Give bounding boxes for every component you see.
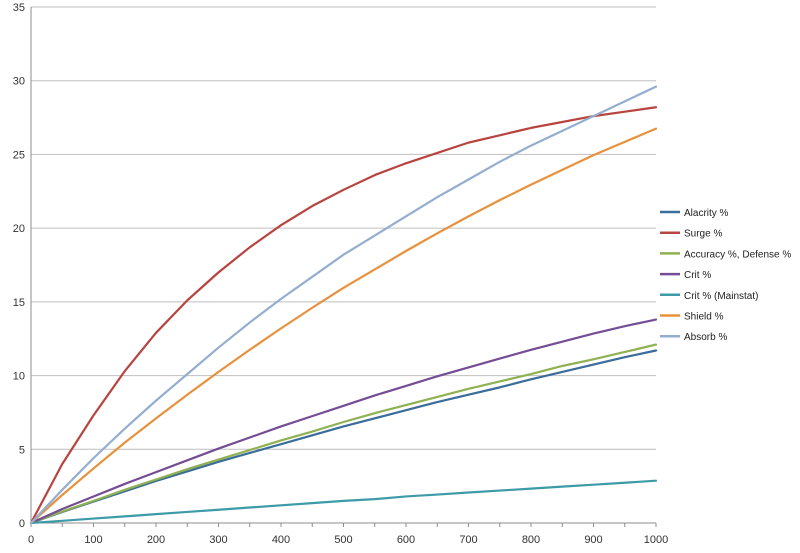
y-tick-label: 25 [13,149,25,161]
legend-label: Shield % [684,312,724,323]
series-line-0 [29,349,658,525]
x-tick-label: 700 [459,534,477,546]
y-tick-label: 30 [13,76,25,88]
x-tick-label: 800 [522,534,540,546]
x-tick-label: 600 [397,534,415,546]
x-tick-label: 500 [334,534,352,546]
legend-label: Absorb % [684,332,727,343]
series-line-4 [29,479,658,525]
axes [30,7,657,527]
series-line-5 [29,127,658,525]
gridlines [31,6,656,450]
series-line-2 [29,343,658,525]
legend-label: Crit % (Mainstat) [684,291,758,302]
legend-label: Accuracy %, Defense % [684,249,791,260]
x-tick-label: 400 [272,534,290,546]
y-tick-label: 35 [13,2,25,14]
series-lines [29,85,658,525]
series-line-3 [29,318,658,525]
series-line-6 [29,85,658,525]
x-tick-label: 100 [84,534,102,546]
y-tick-label: 5 [19,444,25,456]
legend-label: Alacrity % [684,208,729,219]
y-tick-label: 20 [13,223,25,235]
x-tick-label: 0 [28,534,34,546]
legend-label: Crit % [684,270,711,281]
x-axis-tick-labels: 0 100 200 300 400 500 600 700 800 900 1000 [28,534,668,546]
x-tick-label: 1000 [644,534,668,546]
y-tick-label: 0 [19,518,25,530]
x-tick-label: 900 [584,534,602,546]
y-axis-tick-labels: 0 5 10 15 20 25 30 35 [13,2,25,530]
y-tick-label: 10 [13,371,25,383]
legend-label: Surge % [684,229,722,240]
legend: Alacrity % Surge % Accuracy %, Defense % Cr… [660,208,791,343]
series-line-1 [29,106,658,525]
x-tick-label: 200 [147,534,165,546]
y-tick-label: 15 [13,297,25,309]
x-tick-label: 300 [209,534,227,546]
